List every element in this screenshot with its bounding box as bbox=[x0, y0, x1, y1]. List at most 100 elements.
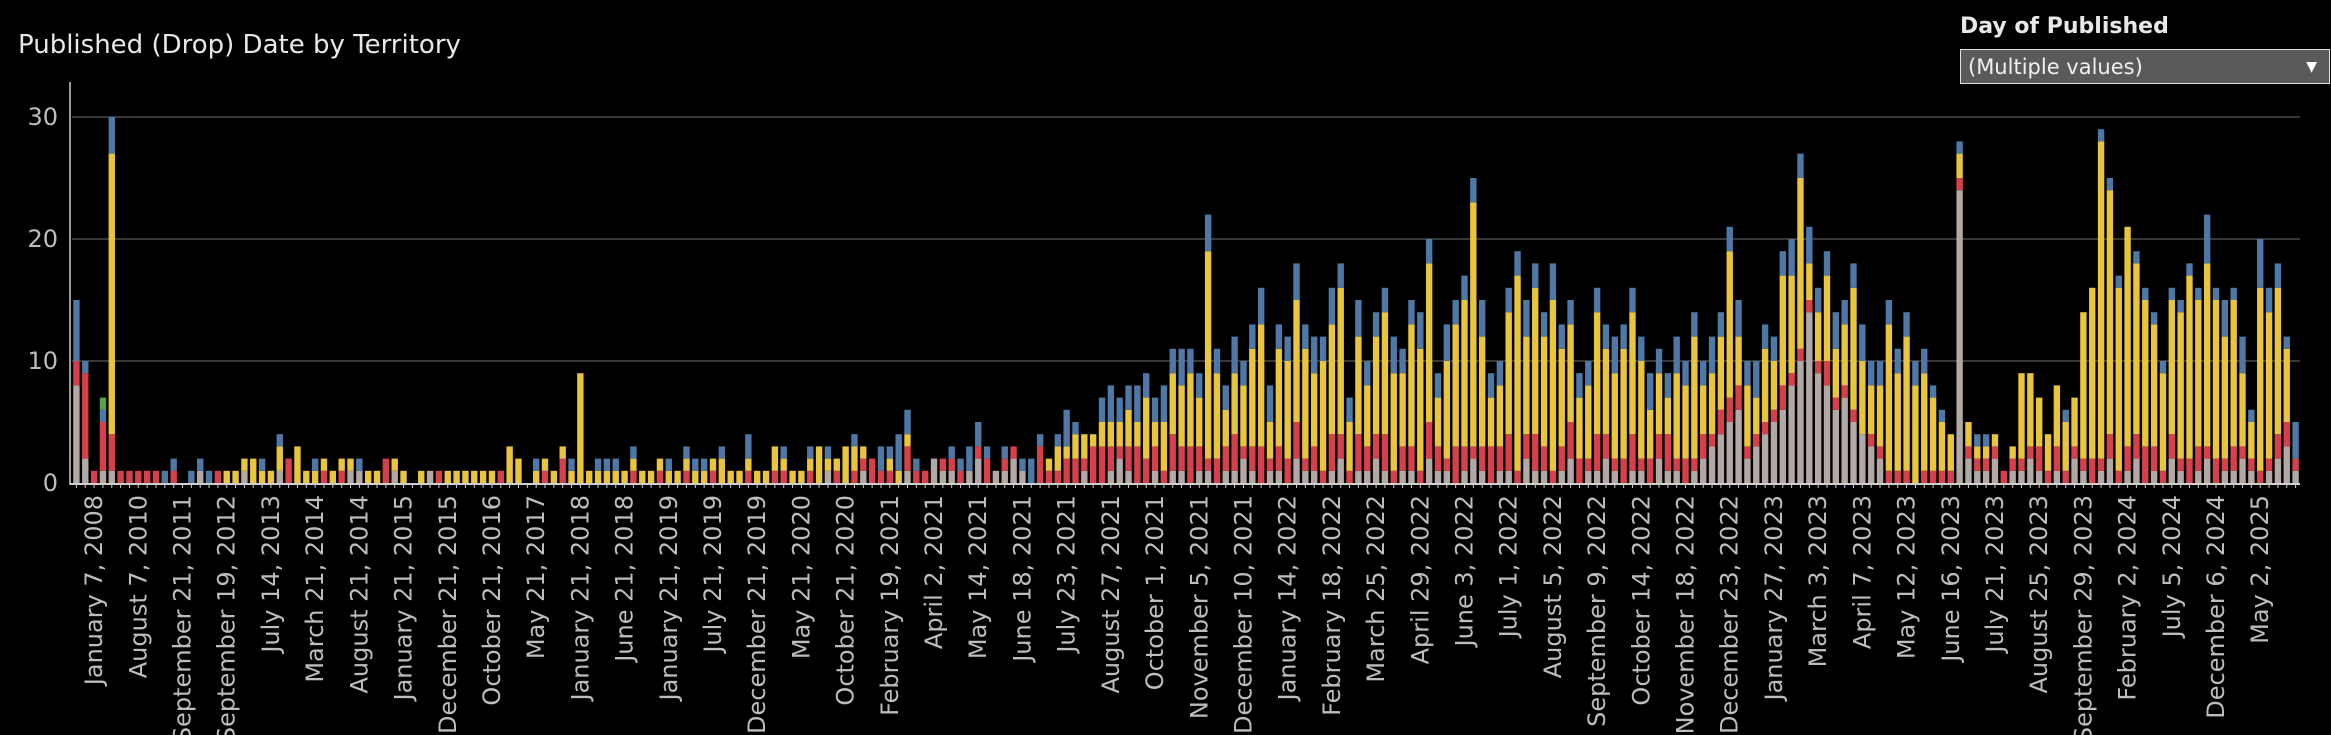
bar-segment-yellow[interactable] bbox=[612, 470, 619, 483]
bar-segment-grey[interactable] bbox=[1116, 458, 1123, 483]
bar-segment-yellow[interactable] bbox=[895, 470, 902, 483]
bar-segment-grey[interactable] bbox=[948, 470, 955, 483]
bar-segment-blue[interactable] bbox=[1036, 434, 1044, 447]
bar-segment-red[interactable] bbox=[1620, 458, 1627, 483]
bar-segment-yellow[interactable] bbox=[1611, 373, 1618, 459]
bar-segment-yellow[interactable] bbox=[2071, 397, 2078, 447]
bar-segment-blue[interactable] bbox=[1602, 324, 1610, 349]
bar-segment-red[interactable] bbox=[1779, 385, 1786, 410]
bar-segment-blue[interactable] bbox=[1903, 312, 1910, 337]
bar-segment-yellow[interactable] bbox=[329, 470, 336, 483]
bar-segment-red[interactable] bbox=[1222, 446, 1229, 471]
bar-segment-red[interactable] bbox=[2186, 458, 2193, 483]
bar-segment-yellow[interactable] bbox=[2203, 263, 2211, 447]
bar-segment-blue[interactable] bbox=[1593, 287, 1601, 313]
bar-segment-red[interactable] bbox=[338, 470, 345, 483]
bar-segment-blue[interactable] bbox=[170, 458, 177, 471]
bar-segment-red[interactable] bbox=[939, 458, 947, 471]
bar-segment-yellow[interactable] bbox=[1072, 434, 1079, 459]
bar-segment-red[interactable] bbox=[1646, 458, 1654, 483]
bar-segment-grey[interactable] bbox=[1204, 470, 1212, 483]
bar-segment-grey[interactable] bbox=[1328, 470, 1336, 483]
bar-segment-grey[interactable] bbox=[2124, 470, 2131, 483]
bar-segment-yellow[interactable] bbox=[577, 373, 584, 483]
bar-segment-blue[interactable] bbox=[1629, 287, 1636, 313]
bar-segment-red[interactable] bbox=[1753, 434, 1760, 447]
bar-segment-yellow[interactable] bbox=[232, 470, 239, 483]
bar-segment-yellow[interactable] bbox=[2177, 312, 2184, 459]
bar-segment-grey[interactable] bbox=[930, 458, 938, 483]
bar-segment-yellow[interactable] bbox=[276, 446, 283, 471]
bar-segment-blue[interactable] bbox=[2221, 300, 2229, 337]
bar-segment-yellow[interactable] bbox=[1965, 422, 1972, 447]
bar-segment-blue[interactable] bbox=[161, 470, 169, 483]
bar-segment-grey[interactable] bbox=[1991, 458, 1999, 483]
bar-segment-yellow[interactable] bbox=[2133, 263, 2140, 435]
bar-segment-blue[interactable] bbox=[1054, 434, 1061, 447]
bar-segment-blue[interactable] bbox=[1788, 239, 1795, 276]
bar-segment-yellow[interactable] bbox=[267, 470, 275, 483]
bar-segment-grey[interactable] bbox=[1629, 470, 1636, 483]
bar-segment-yellow[interactable] bbox=[1355, 336, 1362, 435]
bar-segment-yellow[interactable] bbox=[1646, 409, 1654, 459]
bar-segment-blue[interactable] bbox=[1125, 385, 1132, 410]
bar-segment-blue[interactable] bbox=[1700, 361, 1707, 386]
bar-segment-blue[interactable] bbox=[1885, 300, 1893, 325]
bar-segment-blue[interactable] bbox=[948, 446, 955, 459]
bar-segment-grey[interactable] bbox=[939, 470, 947, 483]
bar-segment-yellow[interactable] bbox=[1921, 373, 1928, 471]
bar-segment-yellow[interactable] bbox=[1346, 422, 1353, 471]
bar-segment-yellow[interactable] bbox=[311, 470, 319, 483]
bar-segment-red[interactable] bbox=[1735, 385, 1742, 410]
bar-segment-yellow[interactable] bbox=[559, 446, 566, 459]
bar-segment-yellow[interactable] bbox=[1753, 397, 1760, 435]
bar-segment-red[interactable] bbox=[1558, 446, 1565, 471]
bar-segment-yellow[interactable] bbox=[736, 470, 743, 483]
bar-segment-yellow[interactable] bbox=[647, 470, 655, 483]
bar-segment-blue[interactable] bbox=[2168, 287, 2175, 300]
bar-segment-yellow[interactable] bbox=[471, 470, 478, 483]
bar-segment-yellow[interactable] bbox=[2239, 373, 2246, 447]
bar-segment-yellow[interactable] bbox=[1682, 385, 1689, 459]
bar-segment-yellow[interactable] bbox=[1372, 336, 1380, 435]
bar-segment-red[interactable] bbox=[2203, 446, 2211, 459]
bar-segment-blue[interactable] bbox=[1222, 385, 1229, 410]
bar-segment-yellow[interactable] bbox=[586, 470, 593, 483]
bar-segment-yellow[interactable] bbox=[851, 446, 858, 471]
bar-segment-grey[interactable] bbox=[1311, 470, 1318, 483]
bar-segment-blue[interactable] bbox=[983, 446, 991, 459]
bar-segment-red[interactable] bbox=[1673, 458, 1680, 471]
bar-segment-red[interactable] bbox=[1116, 446, 1123, 459]
bar-segment-red[interactable] bbox=[2265, 458, 2273, 471]
bar-segment-red[interactable] bbox=[170, 470, 177, 483]
bar-segment-yellow[interactable] bbox=[1479, 336, 1486, 447]
bar-segment-grey[interactable] bbox=[1956, 190, 1963, 483]
bar-segment-yellow[interactable] bbox=[1903, 336, 1910, 471]
bar-segment-blue[interactable] bbox=[1682, 361, 1689, 386]
bar-segment-yellow[interactable] bbox=[674, 470, 681, 483]
bar-segment-blue[interactable] bbox=[2106, 178, 2114, 191]
bar-segment-grey[interactable] bbox=[966, 470, 973, 483]
bar-segment-red[interactable] bbox=[1346, 470, 1353, 483]
bar-segment-blue[interactable] bbox=[824, 446, 832, 459]
bar-segment-red[interactable] bbox=[807, 470, 814, 483]
bar-segment-yellow[interactable] bbox=[1788, 275, 1795, 374]
bar-segment-yellow[interactable] bbox=[1151, 422, 1159, 447]
bar-segment-grey[interactable] bbox=[1479, 470, 1486, 483]
bar-segment-red[interactable] bbox=[2124, 446, 2131, 471]
bar-segment-red[interactable] bbox=[1814, 361, 1822, 374]
bar-segment-yellow[interactable] bbox=[1249, 348, 1256, 447]
bar-segment-yellow[interactable] bbox=[2097, 141, 2105, 459]
bar-segment-yellow[interactable] bbox=[2044, 434, 2052, 471]
bar-segment-blue[interactable] bbox=[1355, 300, 1362, 337]
bar-segment-grey[interactable] bbox=[391, 470, 398, 483]
bar-segment-blue[interactable] bbox=[1337, 263, 1344, 288]
bar-segment-yellow[interactable] bbox=[1054, 446, 1061, 471]
bar-segment-yellow[interactable] bbox=[1700, 385, 1707, 435]
bar-segment-grey[interactable] bbox=[860, 470, 867, 483]
bar-segment-yellow[interactable] bbox=[2283, 348, 2290, 422]
bar-segment-blue[interactable] bbox=[73, 300, 80, 361]
bar-segment-blue[interactable] bbox=[851, 434, 858, 447]
bar-segment-red[interactable] bbox=[1125, 446, 1132, 471]
bar-segment-blue[interactable] bbox=[1408, 300, 1415, 325]
